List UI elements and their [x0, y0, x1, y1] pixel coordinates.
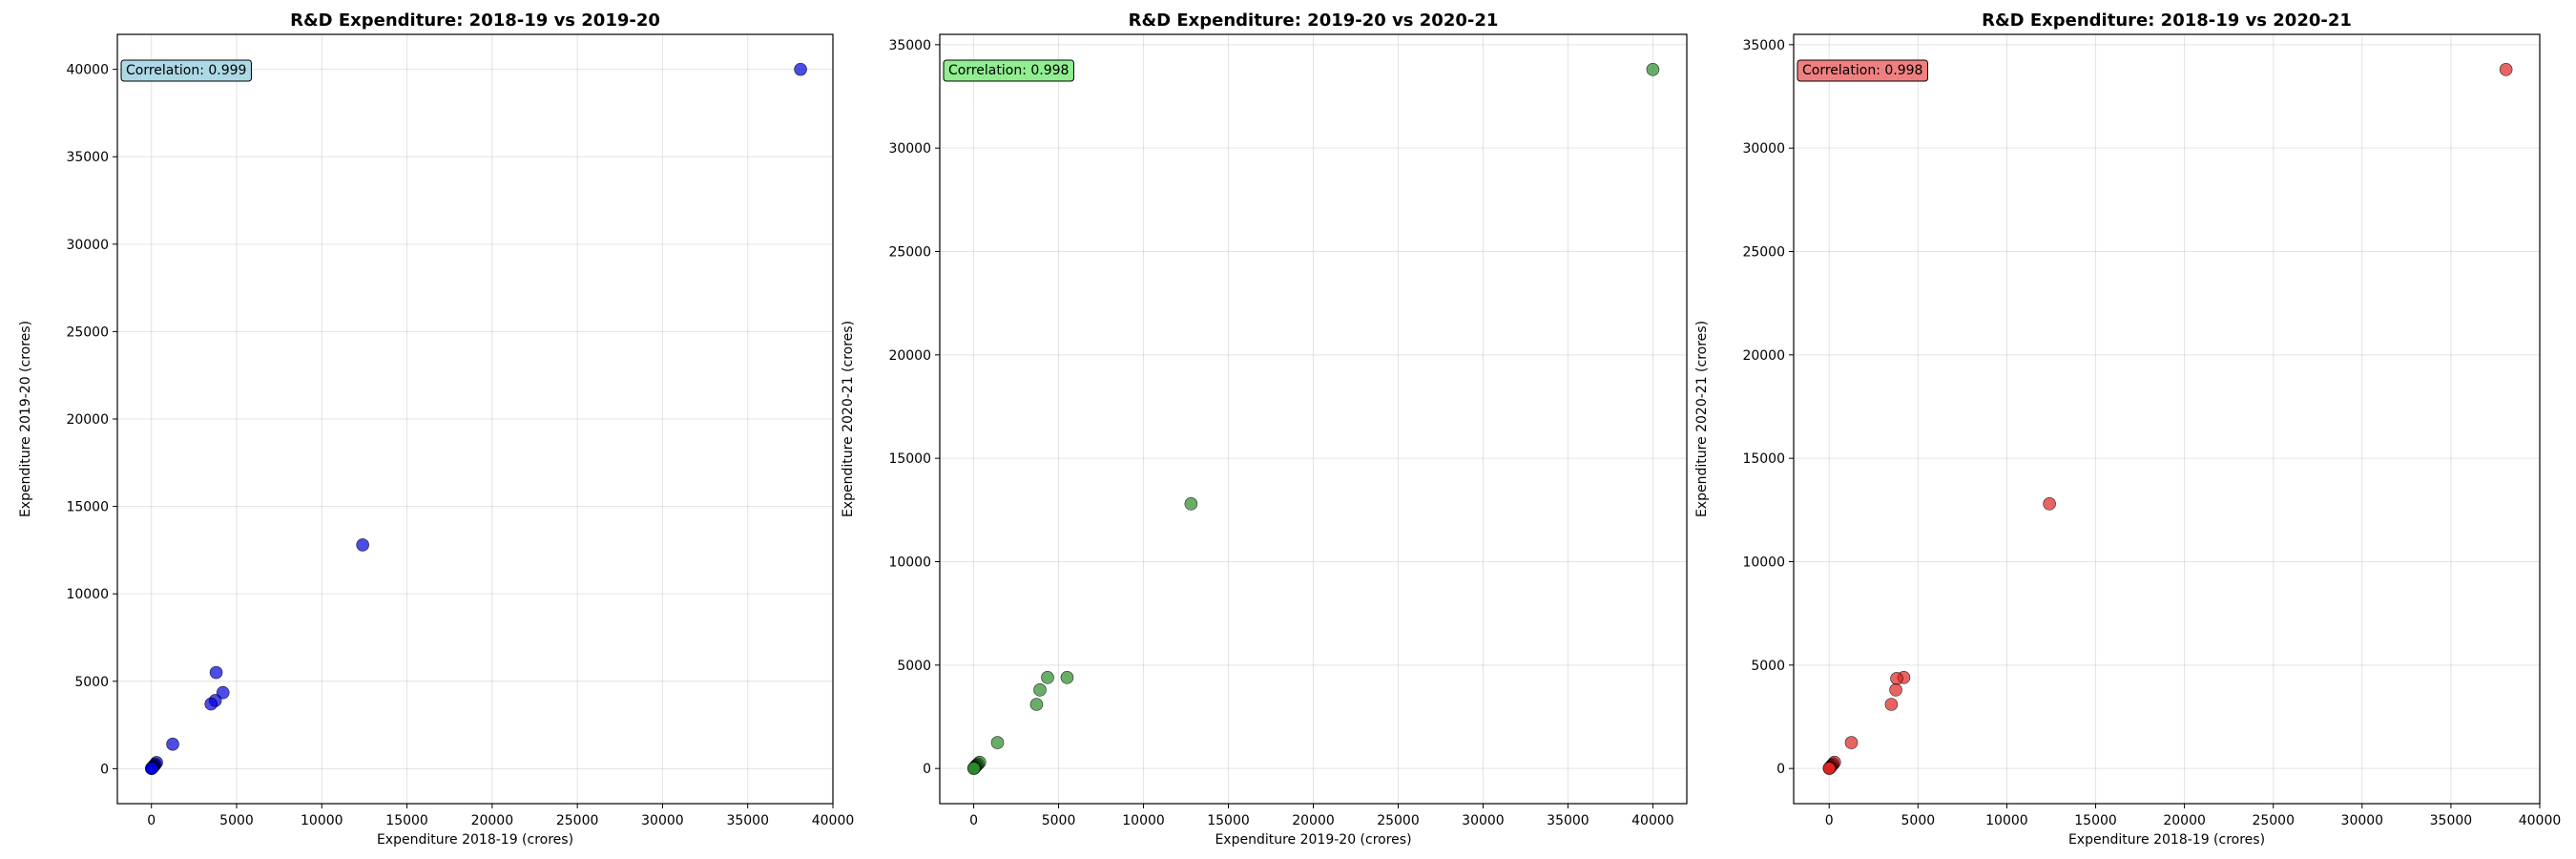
plot-frame: [939, 33, 1688, 805]
y-tick-label: 10000: [66, 587, 109, 602]
y-axis-label: Expenditure 2020-21 (crores): [1694, 321, 1710, 517]
x-tick-label: 5000: [219, 813, 254, 828]
x-tick-label: 10000: [301, 813, 343, 828]
x-tick-label: 20000: [471, 813, 514, 828]
x-tick-label: 15000: [385, 813, 428, 828]
y-tick-label: 15000: [66, 500, 109, 515]
y-tick-label: 10000: [1742, 555, 1785, 571]
scatter-point: [1890, 672, 1903, 685]
x-axis-label: Expenditure 2018-19 (crores): [377, 832, 573, 848]
scatter-point: [1646, 63, 1660, 76]
y-tick-label: 0: [100, 762, 109, 777]
x-tick-label: 0: [147, 813, 156, 828]
scatter-point: [1029, 698, 1044, 711]
x-tick-label: 25000: [1377, 813, 1420, 828]
chart-title: R&D Expenditure: 2018-19 vs 2019-20: [290, 10, 660, 31]
x-tick-label: 0: [969, 813, 978, 828]
y-tick-label: 35000: [888, 38, 931, 53]
scatter-point: [1822, 762, 1837, 775]
chart-panel-3: 0 5000 10000 15000 20000 25000 30000 35000 40000…: [1694, 10, 2561, 848]
chart-title: R&D Expenditure: 2018-19 vs 2020-21: [1982, 10, 2352, 31]
scatter-point: [216, 685, 230, 700]
y-tick-label: 20000: [66, 412, 109, 428]
x-tick-label: 20000: [2163, 813, 2206, 828]
correlation-box: [120, 59, 252, 82]
y-tick-label: 15000: [888, 451, 931, 467]
scatter-point: [1041, 671, 1054, 684]
scatter-point: [145, 762, 158, 776]
x-tick-label: 5000: [1042, 813, 1076, 828]
y-tick-label: 25000: [1742, 245, 1785, 261]
x-tick-label: 40000: [2519, 813, 2562, 828]
scatter-point: [1844, 736, 1859, 749]
x-axis-label: Expenditure 2018-19 (crores): [2068, 832, 2265, 848]
x-tick-label: 25000: [556, 813, 599, 828]
chart-title: R&D Expenditure: 2019-20 vs 2020-21: [1129, 10, 1499, 31]
x-tick-label: 25000: [2252, 813, 2295, 828]
y-tick-label: 20000: [1742, 348, 1785, 364]
chart-panel-2: 0 5000 10000 15000 20000 25000 30000 35000 40000…: [841, 10, 1688, 848]
scatter-point: [1184, 497, 1198, 511]
y-axis-label: Expenditure 2020-21 (crores): [841, 321, 856, 517]
x-tick-label: 40000: [1631, 813, 1674, 828]
chart-panel-1: 0 5000 10000 15000 20000 25000 30000 35000 40000…: [18, 10, 854, 848]
y-tick-label: 35000: [1742, 38, 1785, 53]
y-tick-label: 15000: [1742, 451, 1785, 467]
correlation-annotation: Correlation: 0.999: [126, 63, 246, 78]
y-tick-label: 0: [1776, 762, 1785, 777]
correlation-box: [943, 59, 1074, 82]
scatter-point: [1060, 671, 1074, 684]
correlation-box: [1797, 59, 1928, 82]
y-tick-label: 5000: [897, 659, 931, 674]
x-tick-label: 15000: [2074, 813, 2117, 828]
y-tick-label: 20000: [888, 348, 931, 364]
x-tick-label: 10000: [1985, 813, 2028, 828]
scatter-point: [1033, 683, 1047, 697]
scatter-point: [794, 62, 807, 76]
scatter-point: [1889, 683, 1902, 697]
x-tick-label: 30000: [2341, 813, 2384, 828]
scatter-point: [2499, 63, 2513, 76]
y-tick-label: 5000: [74, 675, 109, 690]
x-tick-label: 30000: [641, 813, 684, 828]
x-tick-label: 10000: [1122, 813, 1165, 828]
x-tick-label: 20000: [1292, 813, 1335, 828]
x-tick-label: 30000: [1462, 813, 1505, 828]
scatter-point: [356, 538, 369, 552]
scatter-point: [209, 665, 223, 680]
scatter-point: [2043, 497, 2056, 511]
y-axis-label: Expenditure 2019-20 (crores): [18, 321, 33, 517]
correlation-annotation: Correlation: 0.998: [948, 63, 1069, 78]
plot-frame: [1793, 33, 2541, 805]
x-tick-label: 5000: [1901, 813, 1936, 828]
y-tick-label: 10000: [888, 555, 931, 571]
y-tick-label: 25000: [66, 325, 109, 340]
plot-frame: [116, 33, 834, 805]
y-tick-label: 30000: [888, 141, 931, 157]
y-tick-label: 30000: [1742, 141, 1785, 157]
scatter-point: [966, 762, 981, 775]
x-axis-label: Expenditure 2019-20 (crores): [1215, 832, 1411, 848]
y-tick-label: 35000: [66, 150, 109, 165]
scatter-point: [990, 736, 1005, 749]
x-tick-label: 35000: [1547, 813, 1589, 828]
y-tick-label: 5000: [1751, 659, 1785, 674]
correlation-annotation: Correlation: 0.998: [1802, 63, 1922, 78]
x-tick-label: 0: [1825, 813, 1834, 828]
y-tick-label: 40000: [66, 63, 109, 78]
x-tick-label: 35000: [2430, 813, 2473, 828]
scatter-point: [1884, 698, 1899, 711]
y-tick-label: 25000: [888, 245, 931, 261]
y-tick-label: 30000: [66, 238, 109, 253]
x-tick-label: 15000: [1207, 813, 1250, 828]
scatter-point: [204, 697, 218, 711]
x-tick-label: 40000: [812, 813, 855, 828]
y-tick-label: 0: [923, 762, 931, 777]
scatter-point: [166, 737, 179, 751]
x-tick-label: 35000: [726, 813, 769, 828]
